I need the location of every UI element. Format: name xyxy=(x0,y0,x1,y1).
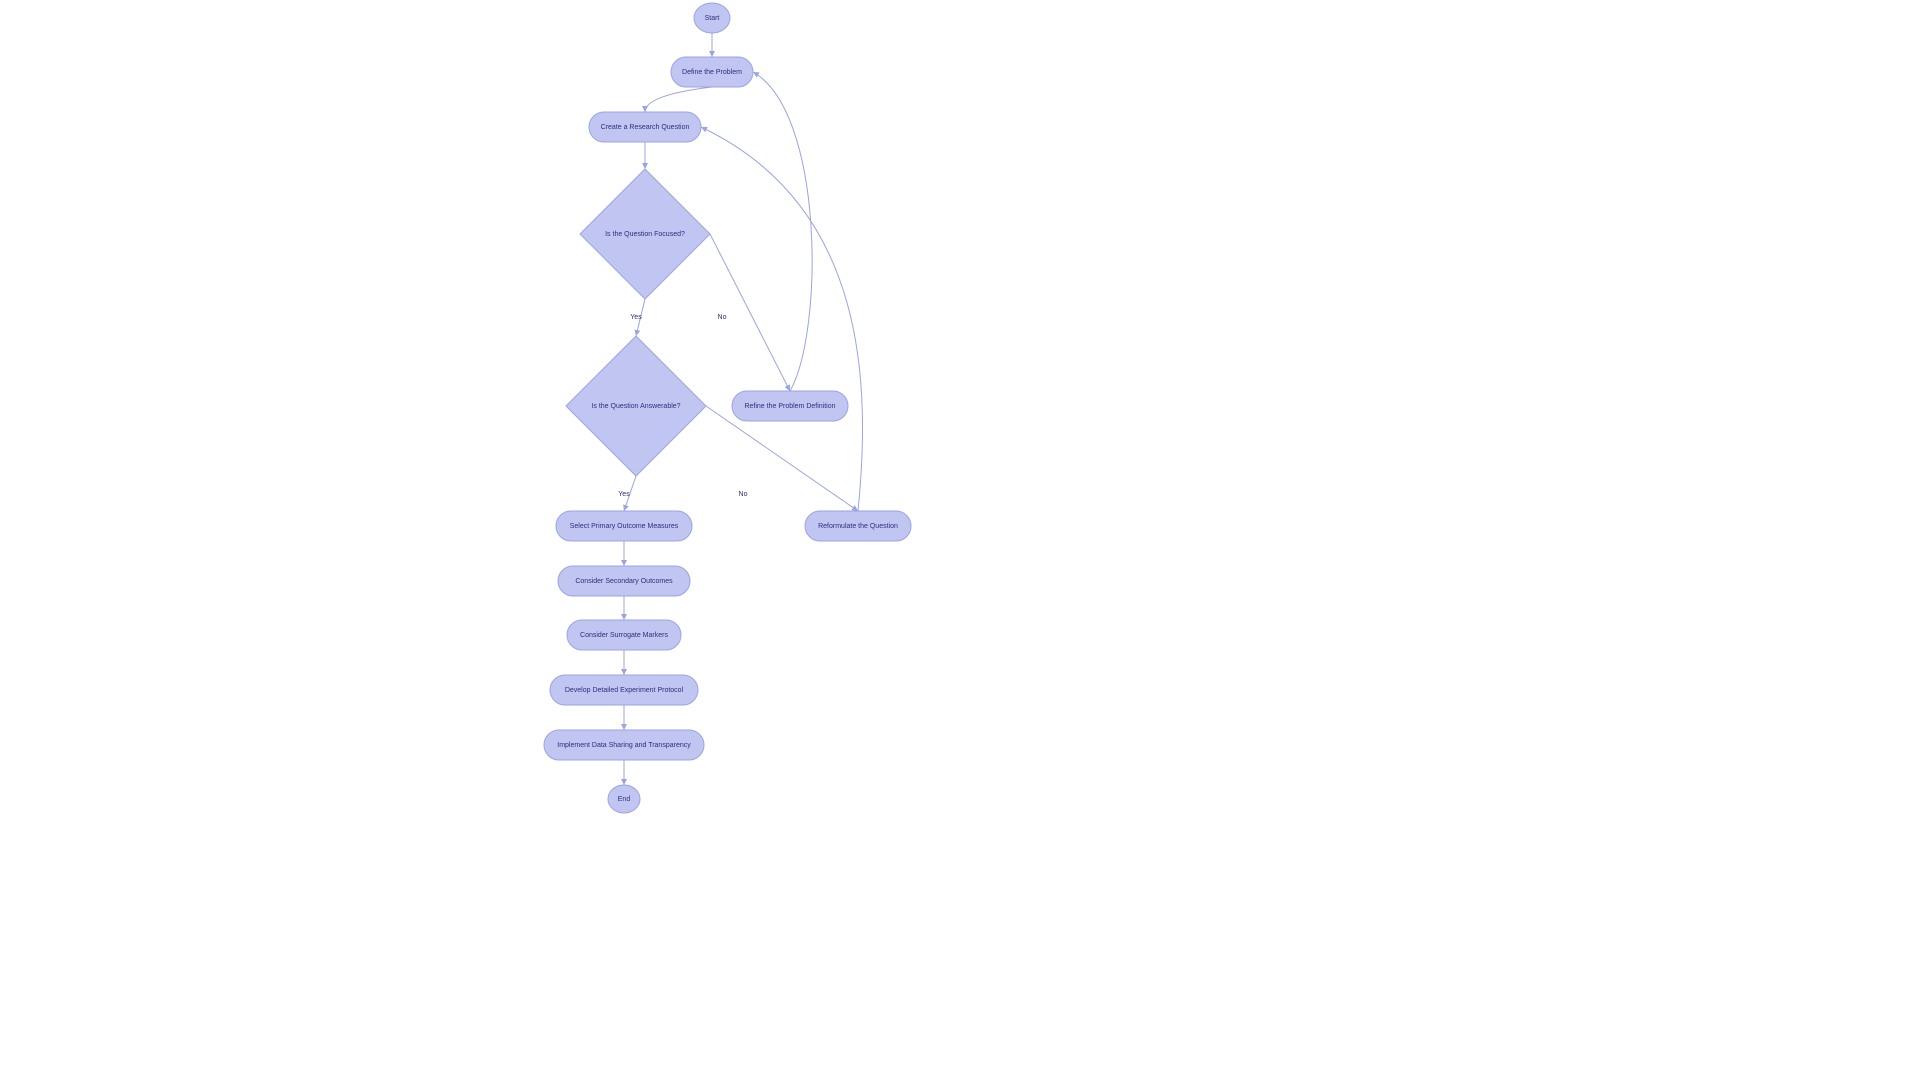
node-secondary: Consider Secondary Outcomes xyxy=(558,566,690,596)
node-label-refine: Refine the Problem Definition xyxy=(744,403,835,410)
node-label-reform: Reformulate the Question xyxy=(818,523,898,530)
node-label-primary: Select Primary Outcome Measures xyxy=(570,523,679,530)
node-create: Create a Research Question xyxy=(589,112,701,142)
node-label-focused: Is the Question Focused? xyxy=(605,231,685,238)
node-refine: Refine the Problem Definition xyxy=(732,391,848,421)
node-label-secondary: Consider Secondary Outcomes xyxy=(575,578,673,585)
edge-focused-refine xyxy=(710,234,790,391)
edge-define-create xyxy=(645,87,712,112)
edge-label-answerable-primary: Yes xyxy=(618,491,630,498)
node-protocol: Develop Detailed Experiment Protocol xyxy=(550,675,698,705)
edge-label-focused-answerable: Yes xyxy=(630,314,642,321)
edge-answerable-reform xyxy=(706,406,858,511)
node-label-start: Start xyxy=(705,15,720,22)
node-answerable: Is the Question Answerable? xyxy=(566,336,706,476)
node-label-define: Define the Problem xyxy=(682,69,742,76)
node-label-sharing: Implement Data Sharing and Transparency xyxy=(557,742,691,749)
flowchart-diagram: Start Define the Problem Create a Research… xyxy=(0,0,1920,1080)
node-start: Start xyxy=(694,3,730,33)
node-label-protocol: Develop Detailed Experiment Protocol xyxy=(565,687,684,694)
node-label-answerable: Is the Question Answerable? xyxy=(591,403,680,410)
node-define: Define the Problem xyxy=(671,57,753,87)
node-surrogate: Consider Surrogate Markers xyxy=(567,620,681,650)
node-focused: Is the Question Focused? xyxy=(580,169,710,299)
node-end: End xyxy=(608,785,640,813)
nodes-group: Start Define the Problem Create a Research… xyxy=(544,3,911,813)
node-label-end: End xyxy=(618,796,631,803)
node-label-surrogate: Consider Surrogate Markers xyxy=(580,632,668,639)
node-sharing: Implement Data Sharing and Transparency xyxy=(544,730,704,760)
edge-label-focused-refine: No xyxy=(718,314,727,321)
edge-refine-define xyxy=(753,72,812,391)
node-label-create: Create a Research Question xyxy=(601,124,690,131)
node-reform: Reformulate the Question xyxy=(805,511,911,541)
edge-label-answerable-reform: No xyxy=(739,491,748,498)
node-primary: Select Primary Outcome Measures xyxy=(556,511,692,541)
